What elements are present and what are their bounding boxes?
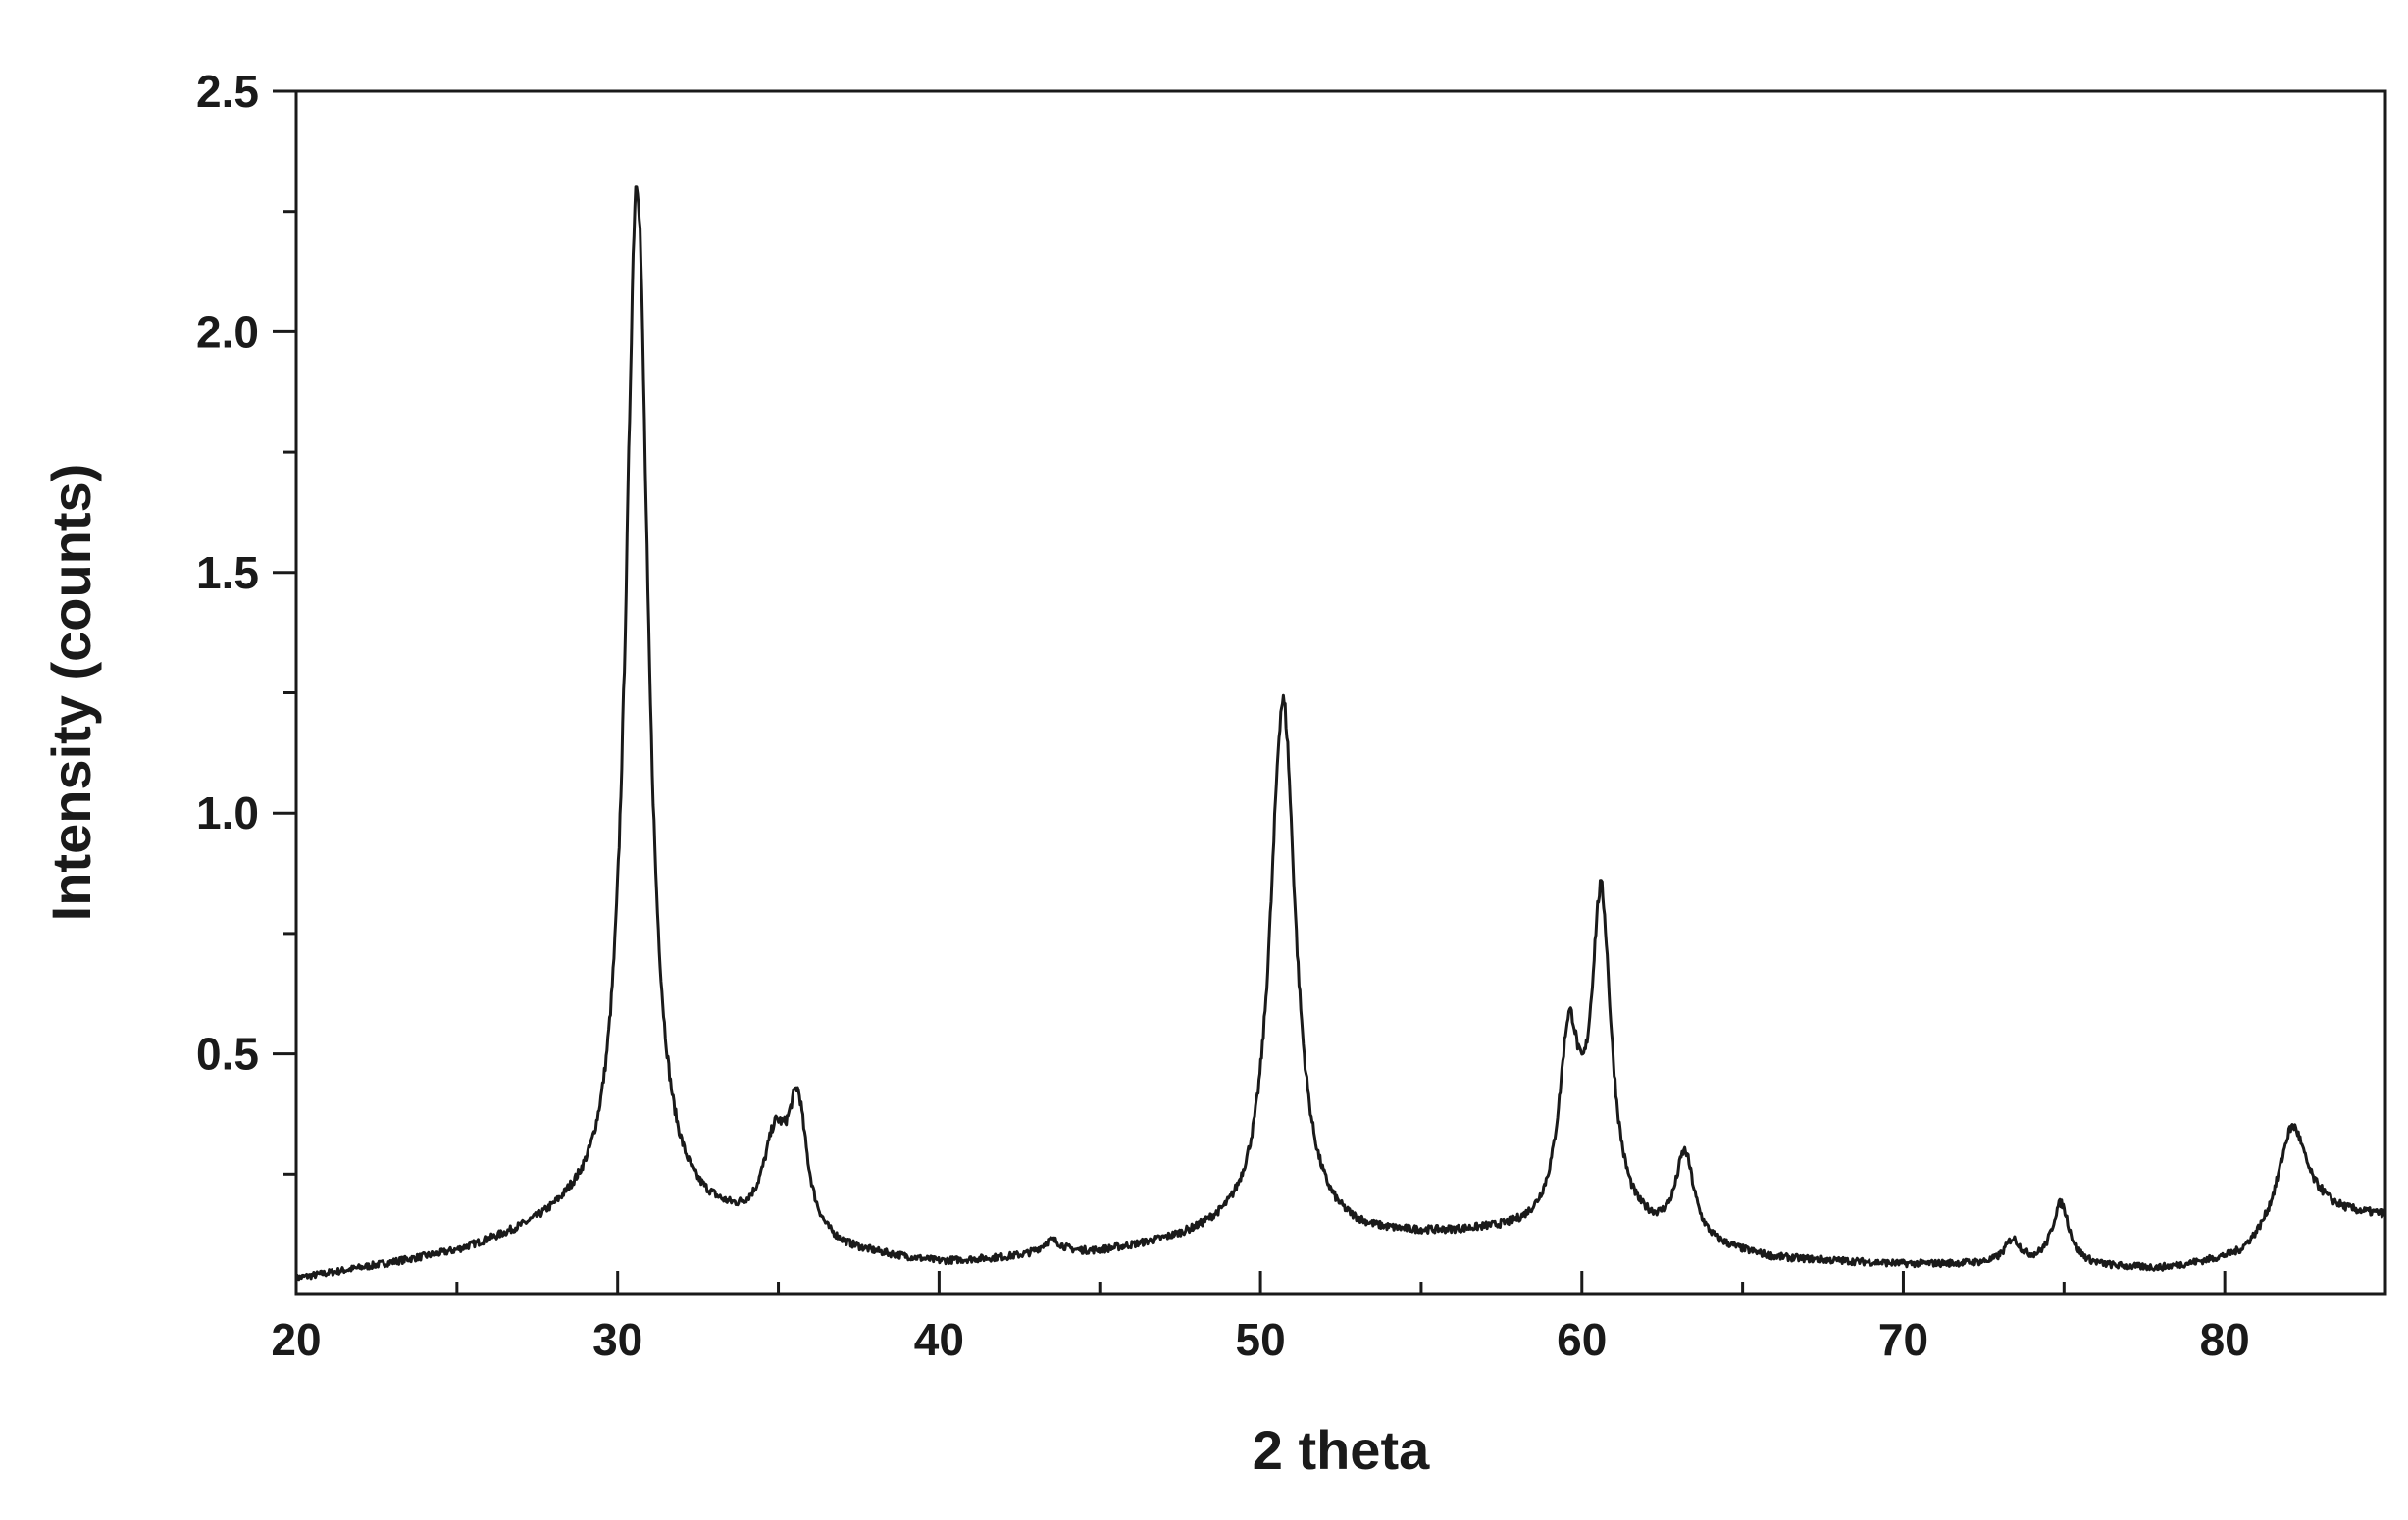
y-axis-ticks: 0.5 1.0 1.5 2.0 2.5 xyxy=(196,66,296,1176)
y-tick-label: 2.5 xyxy=(196,66,259,117)
diffraction-trace xyxy=(294,185,2387,1282)
x-axis-ticks: 20 30 40 50 60 70 80 xyxy=(271,1271,2387,1365)
y-axis-title: Intensity (counts) xyxy=(40,464,102,922)
x-tick-label: 60 xyxy=(1557,1314,1607,1365)
y-tick-label: 1.5 xyxy=(196,547,259,598)
x-tick-label: 80 xyxy=(2200,1314,2250,1365)
plot-frame xyxy=(294,89,2387,1296)
x-tick-label: 20 xyxy=(271,1314,321,1365)
x-axis-title: 2 theta xyxy=(1253,1419,1430,1481)
y-tick-label: 2.0 xyxy=(196,306,259,357)
x-tick-label: 70 xyxy=(1878,1314,1928,1365)
y-tick-label: 1.0 xyxy=(196,787,259,838)
y-tick-label: 0.5 xyxy=(196,1029,259,1080)
x-tick-label: 30 xyxy=(592,1314,642,1365)
x-tick-label: 40 xyxy=(914,1314,964,1365)
x-tick-label: 50 xyxy=(1235,1314,1285,1365)
